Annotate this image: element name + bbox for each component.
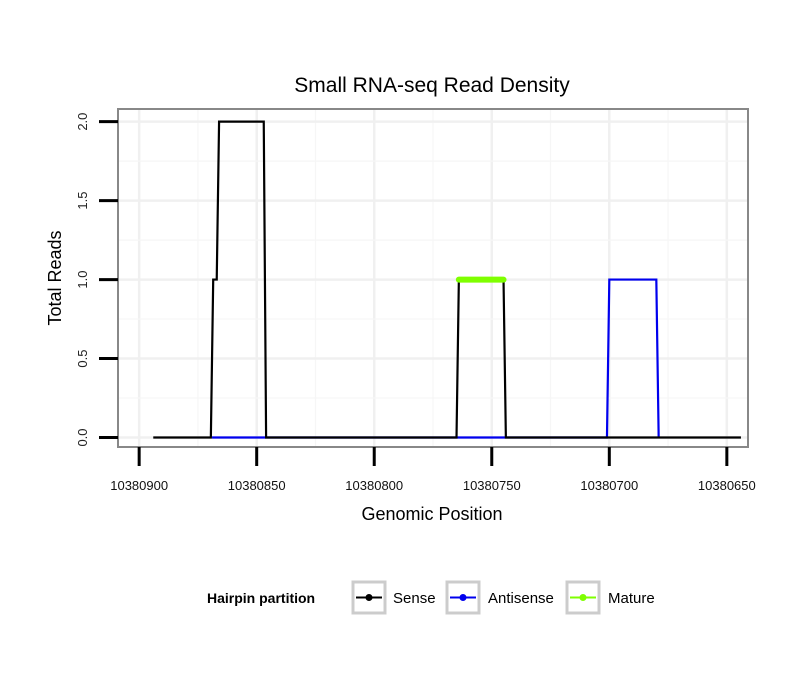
y-tick-label: 1.0 [75,271,90,289]
legend: Hairpin partition Sense Antisense Mature [207,580,655,615]
x-tick-label: 10380800 [345,478,403,493]
x-axis: 10380900 10380850 10380800 10380750 10380700… [110,447,756,493]
legend-title: Hairpin partition [207,590,315,606]
x-tick-label: 10380850 [228,478,286,493]
y-tick-label: 0.5 [75,350,90,368]
data-series [153,120,741,439]
grid-lines [118,109,748,447]
legend-key-point [365,594,373,601]
x-tick-label: 10380650 [698,478,756,493]
series-line-sense [153,120,741,439]
chart-title: Small RNA-seq Read Density [294,74,570,97]
y-tick-label: 0.0 [75,428,90,446]
legend-label: Mature [608,590,655,607]
y-axis-title: Total Reads [45,230,65,325]
x-tick-label: 10380750 [463,478,521,493]
plot-panel-border [117,108,749,448]
x-axis-title: Genomic Position [361,504,502,524]
legend-key-point [579,594,587,601]
x-tick-label: 10380700 [580,478,638,493]
legend-label: Antisense [488,590,554,607]
x-tick-label: 10380900 [110,478,168,493]
legend-label: Sense [393,590,436,607]
legend-key-point [459,594,467,601]
y-tick-label: 2.0 [75,113,90,131]
y-tick-label: 1.5 [75,192,90,210]
y-axis: 0.0 0.5 1.0 1.5 2.0 [75,113,118,447]
